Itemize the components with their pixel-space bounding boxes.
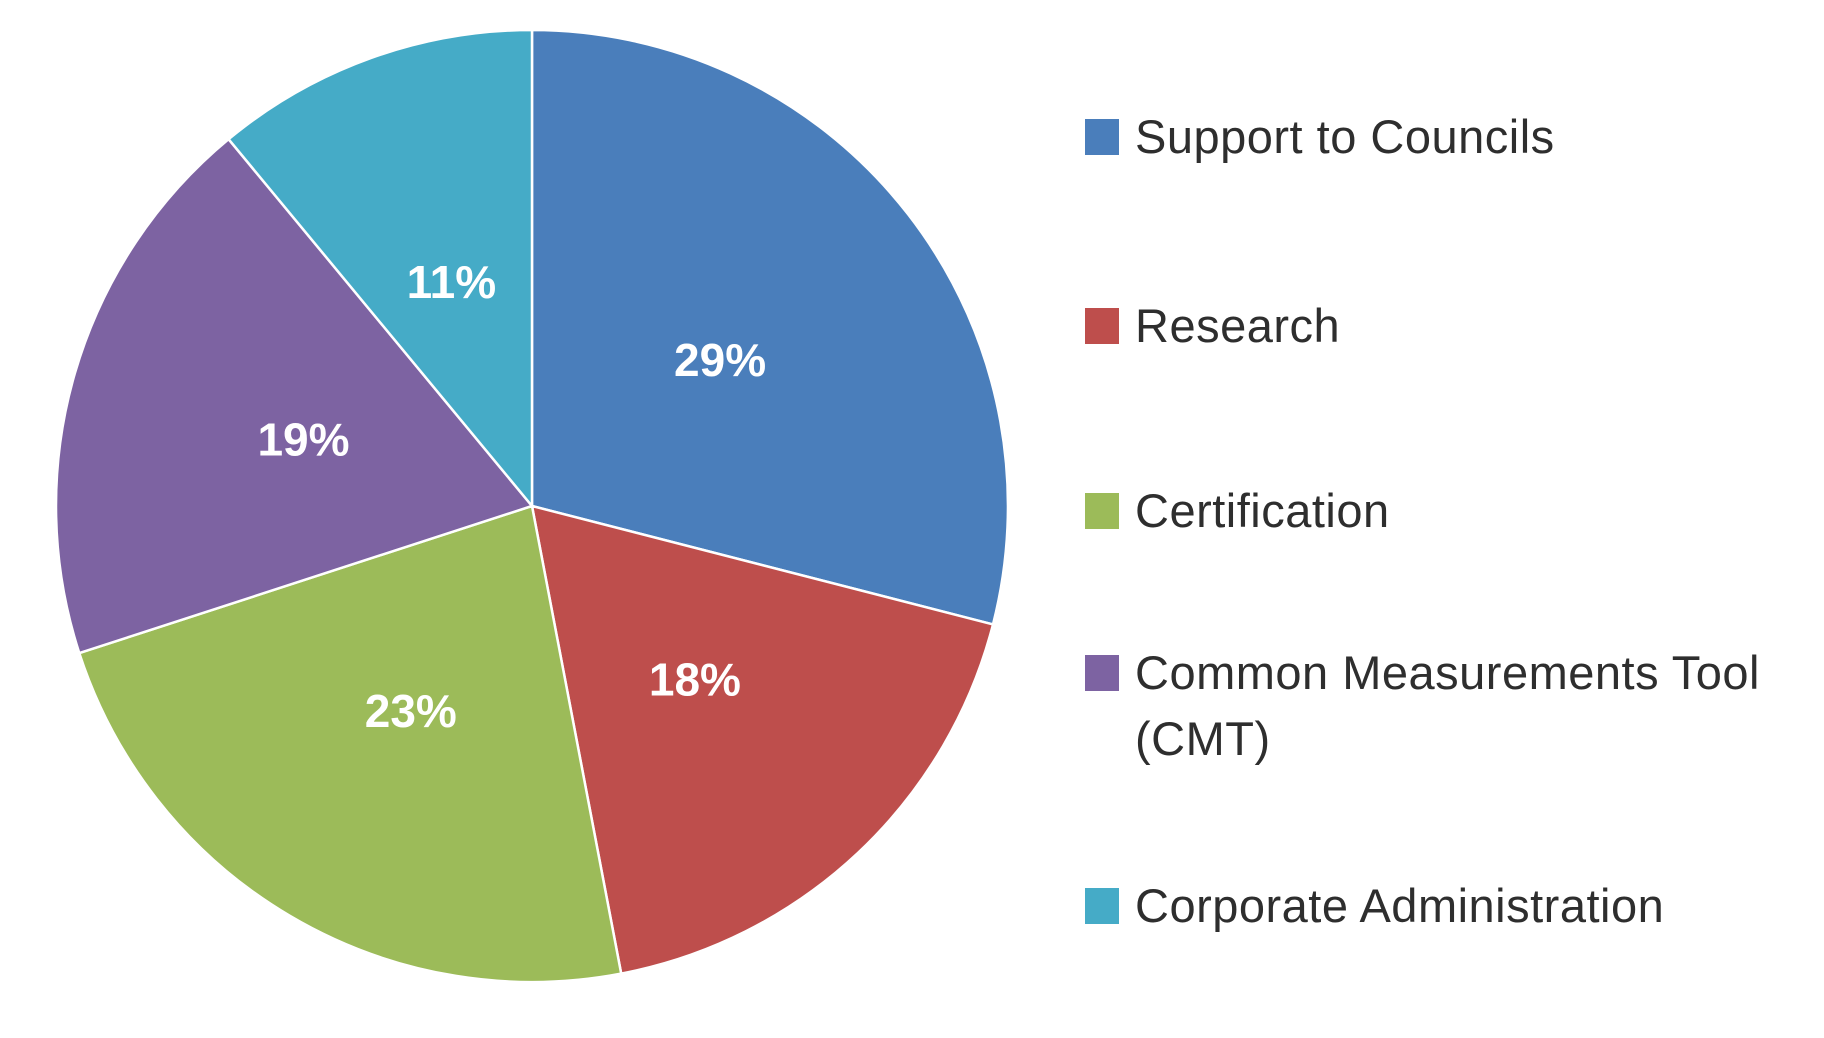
pie-slice-common-measurements-tool-cmt [54, 137, 534, 655]
legend-item-corporate-administration: Corporate Administration [1085, 873, 1664, 939]
slice-percent-label-common-measurements-tool-cmt: 19% [257, 414, 349, 466]
legend-swatch [1085, 655, 1119, 691]
pie-slice-corporate-administration [227, 28, 534, 508]
pie-slice-certification [78, 504, 623, 984]
slice-percent-label-research: 18% [649, 654, 741, 706]
legend-label: Certification [1135, 484, 1390, 537]
legend-swatch [1085, 119, 1119, 155]
legend-label: Common Measurements Tool (CMT) [1135, 646, 1760, 765]
legend-item-common-measurements-tool-cmt: Common Measurements Tool (CMT) [1085, 640, 1775, 772]
legend-label: Corporate Administration [1135, 879, 1665, 932]
slice-percent-label-certification: 23% [365, 685, 457, 737]
legend-swatch [1085, 308, 1119, 344]
pie-slice-support-to-councils [530, 28, 1010, 626]
slice-percent-label-support-to-councils: 29% [674, 334, 766, 386]
slice-percent-label-corporate-administration: 11% [407, 256, 497, 308]
pie-slice-research [530, 504, 995, 975]
legend-item-research: Research [1085, 293, 1340, 359]
legend-label: Research [1135, 299, 1341, 352]
legend-item-certification: Certification [1085, 478, 1390, 544]
legend-item-support-to-councils: Support to Councils [1085, 104, 1555, 170]
legend-label: Support to Councils [1135, 110, 1555, 163]
legend-swatch [1085, 888, 1119, 924]
chart-legend: Support to Councils Research Certificati… [1085, 0, 1785, 1038]
legend-swatch [1085, 493, 1119, 529]
